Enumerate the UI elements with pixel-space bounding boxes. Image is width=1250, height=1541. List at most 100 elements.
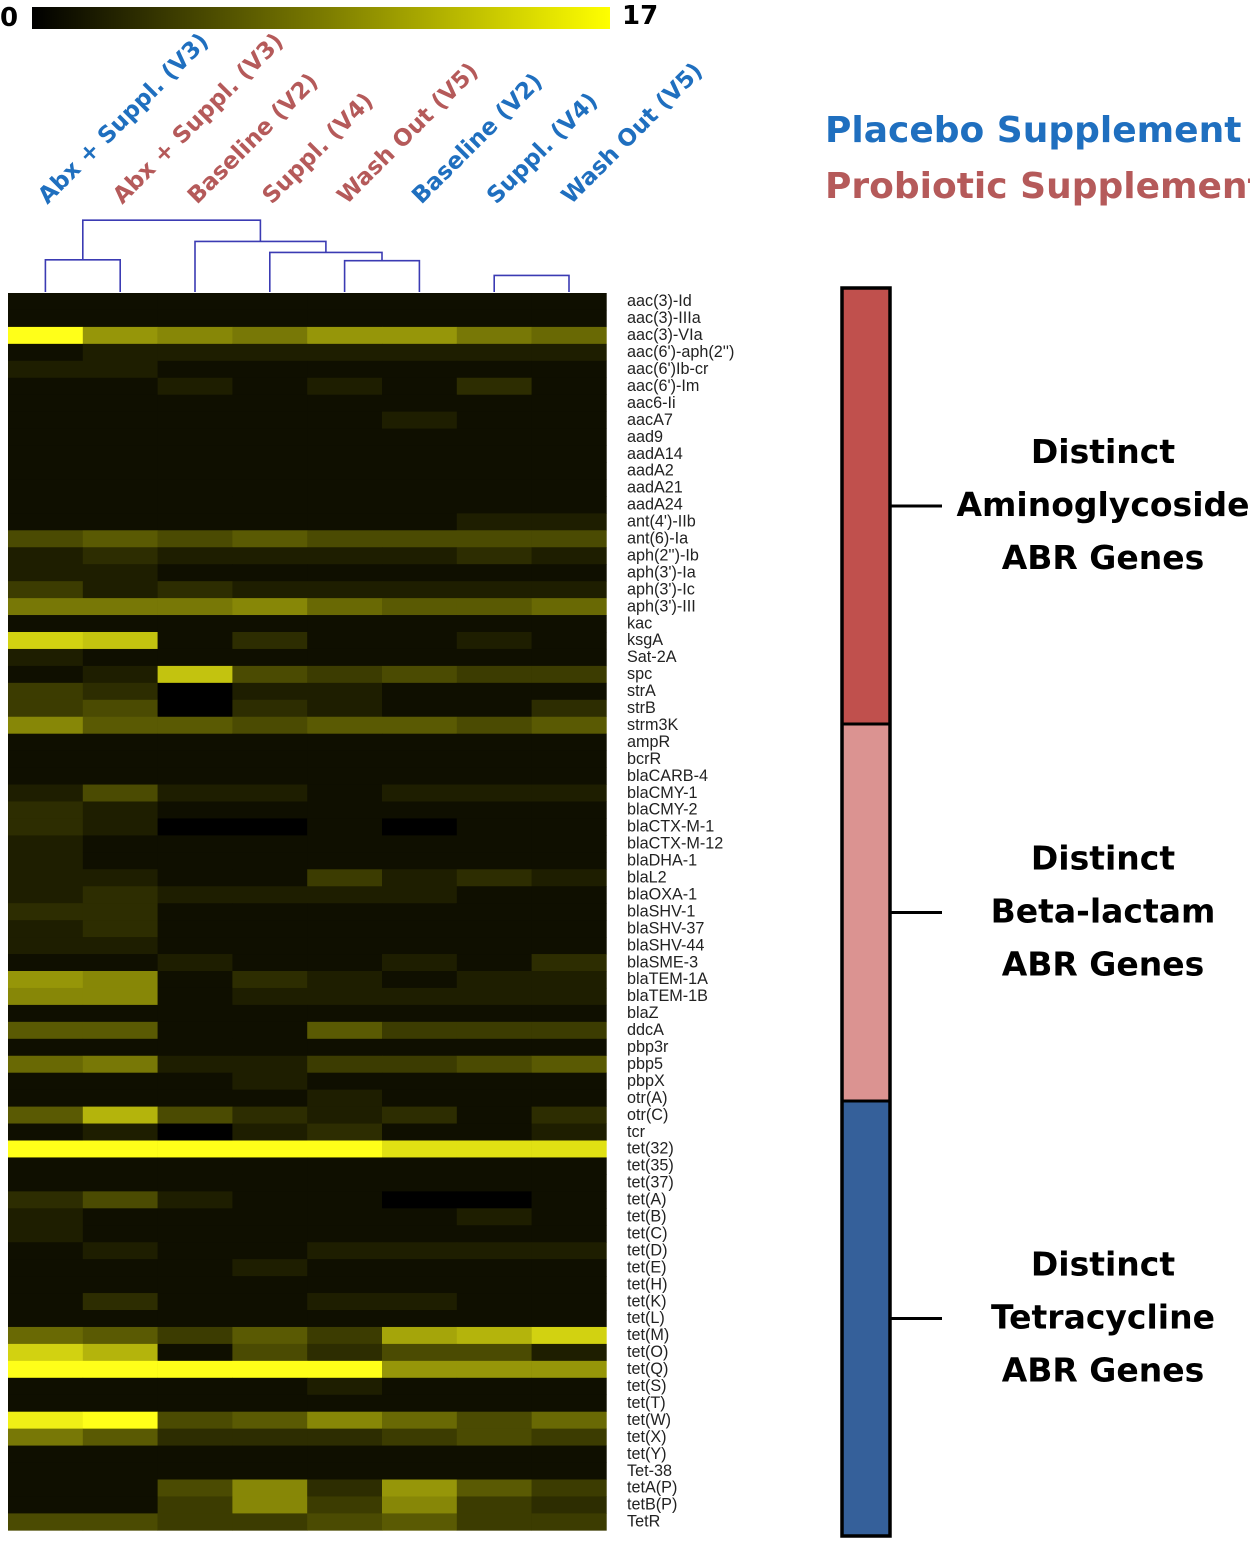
- heatmap-cell: [82, 1157, 158, 1175]
- heatmap-cell: [232, 784, 308, 802]
- heatmap-cell: [456, 648, 532, 667]
- heatmap-cell: [307, 1072, 383, 1090]
- heatmap-cell: [157, 1106, 233, 1124]
- heatmap-cell: [531, 1157, 607, 1175]
- heatmap-cell: [456, 1360, 532, 1379]
- row-label: tet(M): [627, 1326, 669, 1344]
- heatmap-cell: [307, 411, 383, 429]
- heatmap-cell: [157, 987, 233, 1006]
- heatmap-cell: [307, 1513, 383, 1531]
- heatmap-cell: [307, 360, 383, 379]
- heatmap-cell: [157, 920, 233, 938]
- heatmap-cell: [531, 801, 607, 819]
- heatmap-cell: [456, 496, 532, 514]
- heatmap-cell: [8, 1072, 84, 1090]
- heatmap-cell: [82, 1038, 158, 1057]
- heatmap-cell: [8, 1242, 84, 1260]
- heatmap-cell: [531, 1343, 607, 1362]
- heatmap-cell: [8, 767, 84, 785]
- heatmap-cell: [307, 869, 383, 887]
- heatmap-cell: [456, 293, 532, 311]
- heatmap-cell: [382, 1513, 458, 1531]
- heatmap-cell: [8, 1157, 84, 1175]
- heatmap-cell: [232, 1140, 308, 1158]
- heatmap-cell: [82, 394, 158, 412]
- heatmap-cell: [531, 1072, 607, 1090]
- heatmap-cell: [307, 801, 383, 819]
- heatmap-cell: [8, 1479, 84, 1497]
- heatmap-cell: [531, 1276, 607, 1294]
- heatmap-cell: [382, 1496, 458, 1514]
- heatmap-cell: [232, 1276, 308, 1294]
- heatmap-cell: [232, 987, 308, 1006]
- heatmap-cell: [456, 343, 532, 362]
- row-label: blaCTX-M-12: [627, 835, 723, 853]
- heatmap-cell: [307, 1191, 383, 1209]
- heatmap-cell: [232, 1174, 308, 1192]
- row-label: strA: [627, 682, 656, 700]
- heatmap-cell: [82, 1106, 158, 1124]
- row-label: pbp5: [627, 1055, 663, 1073]
- heatmap-cell: [456, 1174, 532, 1192]
- heatmap-cell: [456, 377, 532, 395]
- row-label: aadA14: [627, 445, 683, 463]
- heatmap-cell: [82, 1513, 158, 1531]
- column-labels: Abx + Suppl. (V3)Abx + Suppl. (V3)Baseli…: [33, 28, 708, 209]
- heatmap-cell: [82, 530, 158, 548]
- row-label: tet(X): [627, 1428, 667, 1446]
- row-label: aac(3)-Id: [627, 292, 692, 310]
- row-label: blaDHA-1: [627, 852, 697, 870]
- heatmap-cell: [82, 750, 158, 768]
- heatmap-cell: [456, 1038, 532, 1057]
- heatmap-cell: [307, 496, 383, 514]
- heatmap-cell: [382, 1004, 458, 1023]
- heatmap-cell: [8, 648, 84, 667]
- heatmap-cell: [157, 869, 233, 887]
- gene-class-segment: [842, 288, 890, 724]
- heatmap-cell: [531, 1293, 607, 1311]
- heatmap-cell: [157, 1462, 233, 1480]
- heatmap-cell: [382, 1360, 458, 1379]
- heatmap-cell: [157, 750, 233, 768]
- row-label: tet(C): [627, 1224, 667, 1242]
- heatmap-cell: [82, 1225, 158, 1243]
- heatmap-cell: [8, 1089, 84, 1107]
- heatmap-cell: [307, 716, 383, 734]
- heatmap-cell: [8, 987, 84, 1006]
- heatmap-cell: [232, 903, 308, 921]
- heatmap-cell: [157, 818, 233, 836]
- heatmap-cell: [8, 1513, 84, 1531]
- heatmap-cell: [157, 1293, 233, 1311]
- heatmap-cell: [232, 869, 308, 887]
- heatmap-cell: [456, 1394, 532, 1412]
- gene-class-label: Distinct: [1031, 839, 1175, 878]
- row-label: aac(6')-Im: [627, 377, 699, 395]
- heatmap-cell: [382, 360, 458, 379]
- heatmap-cell: [157, 937, 233, 955]
- heatmap-cell: [82, 1445, 158, 1463]
- heatmap-cell: [531, 886, 607, 904]
- heatmap-cell: [8, 479, 84, 497]
- heatmap-cell: [531, 1174, 607, 1192]
- heatmap-cell: [531, 1310, 607, 1328]
- heatmap-cell: [157, 547, 233, 565]
- heatmap-cell: [8, 1055, 84, 1073]
- heatmap-cell: [82, 971, 158, 989]
- heatmap-cell: [307, 479, 383, 497]
- heatmap-cell: [456, 665, 532, 684]
- heatmap-cell: [382, 513, 458, 531]
- heatmap-cell: [307, 309, 383, 328]
- heatmap-cell: [232, 343, 308, 362]
- heatmap-cell: [82, 1072, 158, 1090]
- heatmap-cell: [382, 428, 458, 446]
- row-label: blaL2: [627, 869, 667, 887]
- heatmap-cell: [82, 767, 158, 785]
- dendrogram-link: [44, 259, 121, 292]
- heatmap-cell: [307, 326, 383, 345]
- heatmap-cell: [232, 581, 308, 599]
- heatmap-cell: [456, 411, 532, 429]
- heatmap-cell: [232, 326, 308, 345]
- heatmap-cell: [382, 1106, 458, 1124]
- heatmap-cell: [232, 1428, 308, 1446]
- heatmap-cell: [382, 987, 458, 1006]
